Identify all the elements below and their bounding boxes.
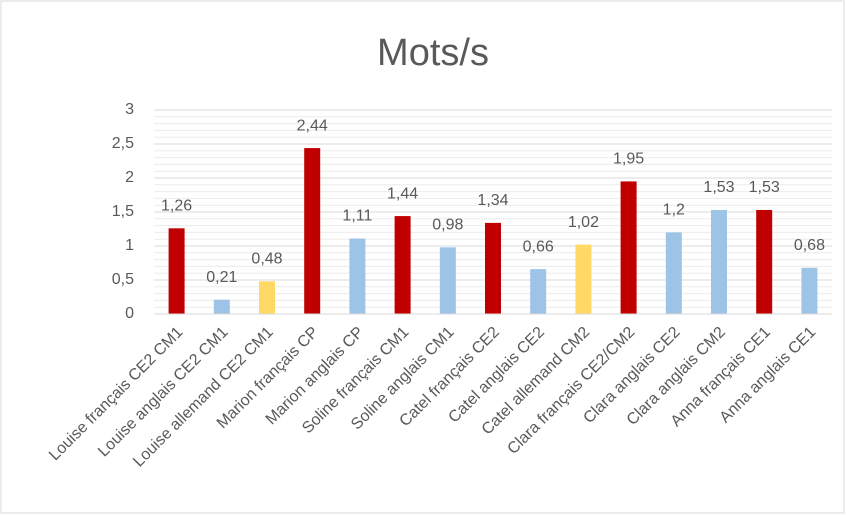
y-tick-label: 1 — [125, 237, 134, 254]
chart-title: Mots/s — [377, 32, 489, 74]
y-tick-label: 1,5 — [112, 203, 134, 220]
value-label: 0,48 — [251, 251, 282, 268]
y-tick-label: 0,5 — [112, 271, 134, 288]
bar — [259, 281, 275, 314]
bar — [439, 247, 456, 314]
bar — [485, 222, 501, 314]
value-label: 1,53 — [703, 179, 734, 196]
bar — [349, 238, 366, 314]
y-tick-label: 3 — [125, 101, 134, 118]
bar — [575, 244, 592, 314]
value-label: 0,98 — [432, 217, 463, 234]
y-tick-label: 2,5 — [112, 135, 134, 152]
value-label: 1,95 — [613, 151, 644, 168]
value-label: 1,2 — [663, 202, 685, 219]
bar — [801, 267, 818, 314]
bar — [711, 209, 727, 314]
bar — [304, 148, 321, 314]
bar — [665, 232, 682, 314]
bar — [168, 228, 185, 314]
bar — [620, 181, 637, 314]
value-label: 0,66 — [523, 238, 554, 255]
bar — [394, 216, 411, 314]
value-label: 1,44 — [387, 185, 418, 202]
bar — [530, 269, 547, 314]
value-label: 1,53 — [749, 179, 780, 196]
value-label: 1,02 — [568, 214, 599, 231]
value-label: 1,11 — [342, 208, 372, 225]
y-tick-label: 0 — [125, 305, 134, 322]
bar — [756, 209, 773, 314]
bar — [213, 299, 230, 314]
value-label: 2,44 — [297, 117, 328, 134]
value-label: 0,68 — [794, 237, 825, 254]
value-label: 1,34 — [477, 192, 508, 209]
value-label: 0,21 — [206, 269, 237, 286]
value-label: 1,26 — [161, 198, 192, 215]
y-tick-label: 2 — [125, 169, 134, 186]
